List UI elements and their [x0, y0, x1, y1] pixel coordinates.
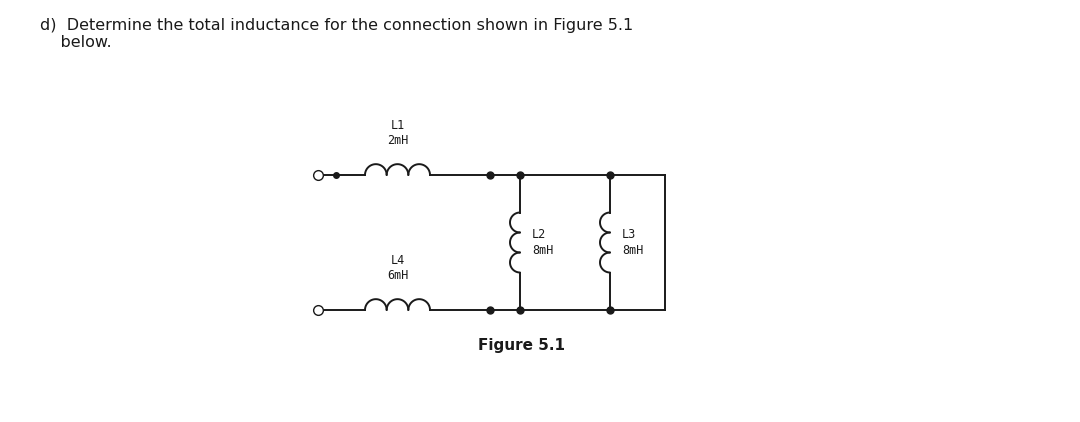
Text: Figure 5.1: Figure 5.1 — [478, 338, 565, 353]
Text: d)  Determine the total inductance for the connection shown in Figure 5.1
    be: d) Determine the total inductance for th… — [40, 18, 633, 50]
Text: L4
6mH: L4 6mH — [387, 254, 408, 282]
Text: L2
8mH: L2 8mH — [532, 228, 553, 257]
Text: L1
2mH: L1 2mH — [387, 119, 408, 147]
Text: L3
8mH: L3 8mH — [622, 228, 644, 257]
